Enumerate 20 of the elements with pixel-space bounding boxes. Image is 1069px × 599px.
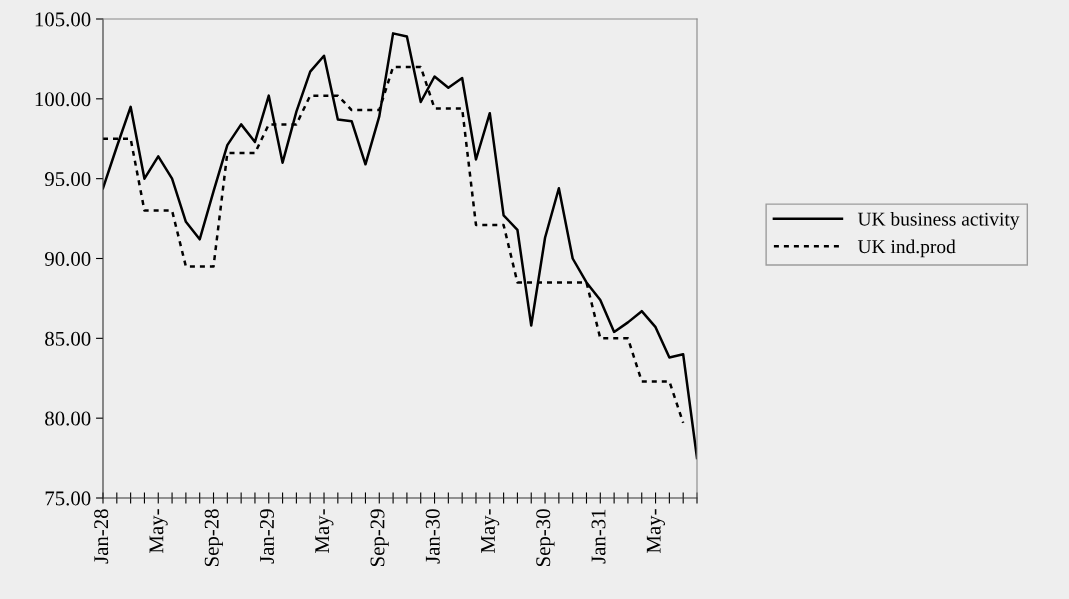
y-tick-label: 90.00 (44, 251, 91, 267)
y-tick-label: 100.00 (35, 92, 91, 107)
x-tick-label: May- (315, 509, 334, 553)
x-tick-label: Jan-28 (94, 509, 109, 564)
x-tick-label: May- (646, 509, 665, 553)
y-tick-label: 80.00 (45, 411, 91, 426)
x-tick-label: Jan-29 (259, 509, 274, 564)
legend-label: UK business activity (857, 212, 1020, 230)
y-tick-label: 95.00 (44, 172, 91, 187)
y-tick-label: 105.00 (35, 12, 91, 27)
x-tick-label: May- (149, 509, 168, 553)
y-tick-label: 75.00 (45, 491, 91, 506)
x-tick-label: Jan-31 (591, 509, 606, 564)
x-tick-label: Sep-29 (370, 509, 389, 567)
x-tick-label: Sep-28 (204, 509, 223, 567)
y-tick-label: 85.00 (45, 331, 91, 346)
x-tick-label: May- (481, 509, 500, 553)
x-tick-label: Sep-30 (536, 509, 555, 567)
legend-label: UK ind.prod (857, 239, 956, 258)
x-tick-label: Jan-30 (425, 509, 440, 564)
